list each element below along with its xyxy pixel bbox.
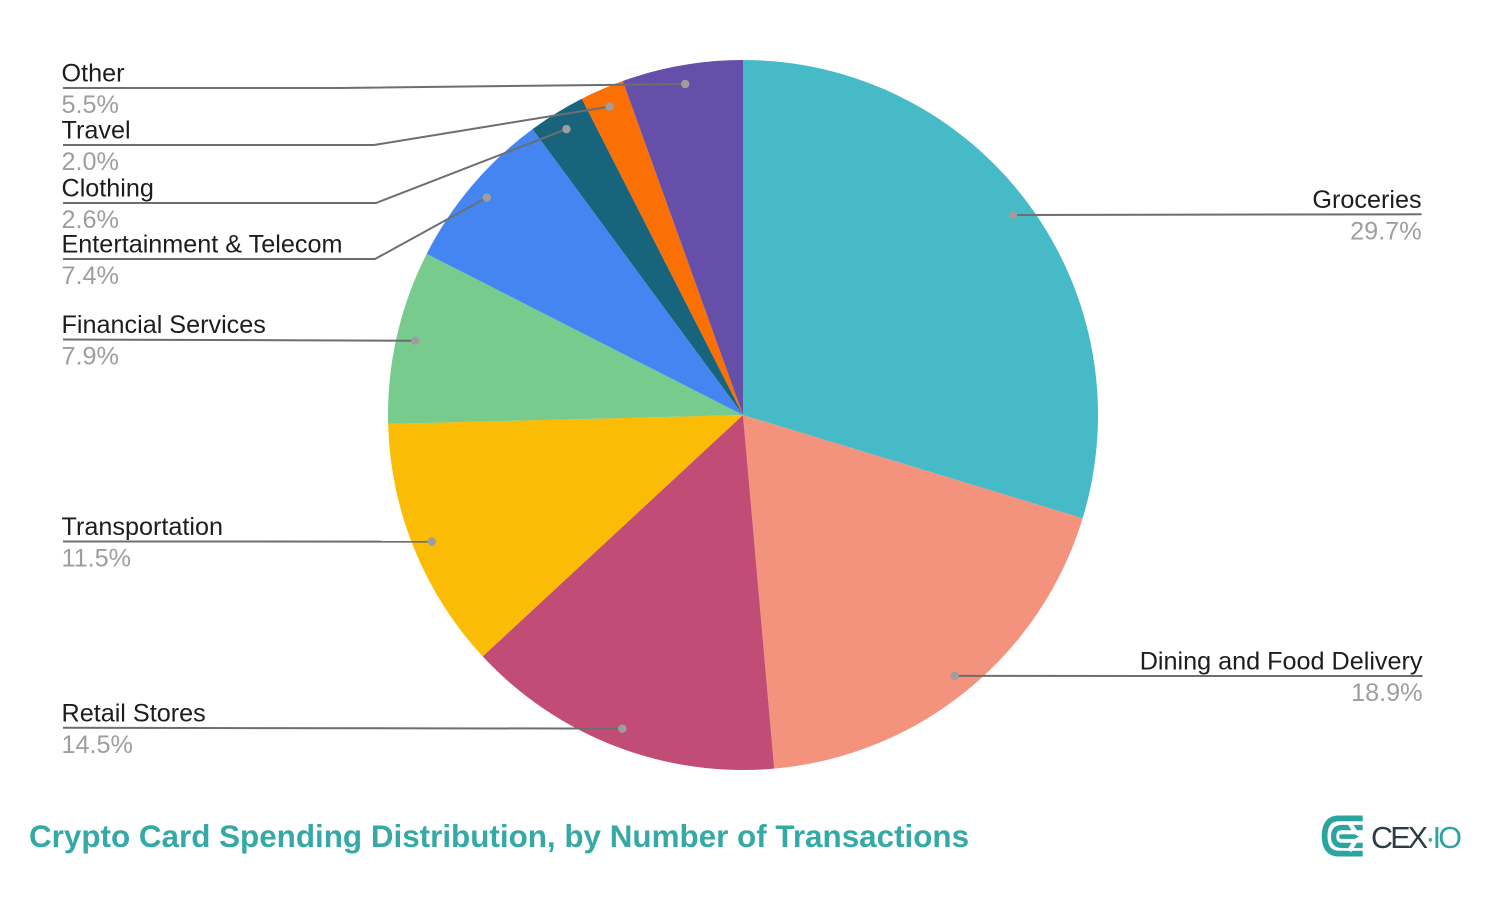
svg-text:Groceries: Groceries: [1312, 186, 1421, 214]
svg-text:7.9%: 7.9%: [62, 343, 119, 371]
svg-text:2.6%: 2.6%: [62, 206, 119, 234]
svg-text:Retail Stores: Retail Stores: [62, 699, 206, 727]
svg-text:Clothing: Clothing: [62, 175, 154, 203]
svg-text:Entertainment & Telecom: Entertainment & Telecom: [62, 231, 343, 259]
svg-text:29.7%: 29.7%: [1350, 218, 1421, 246]
svg-text:Other: Other: [62, 60, 125, 88]
svg-text:Financial Services: Financial Services: [62, 311, 266, 339]
svg-text:18.9%: 18.9%: [1351, 679, 1422, 707]
svg-text:Dining and Food Delivery: Dining and Food Delivery: [1140, 648, 1423, 676]
svg-text:14.5%: 14.5%: [62, 731, 133, 759]
svg-text:Transportation: Transportation: [62, 513, 223, 541]
svg-text:5.5%: 5.5%: [62, 91, 119, 119]
svg-text:11.5%: 11.5%: [62, 545, 132, 573]
svg-text:2.0%: 2.0%: [62, 148, 119, 176]
svg-text:Travel: Travel: [62, 117, 131, 145]
svg-text:CEX·IO: CEX·IO: [1371, 821, 1462, 855]
svg-text:7.4%: 7.4%: [62, 262, 119, 290]
